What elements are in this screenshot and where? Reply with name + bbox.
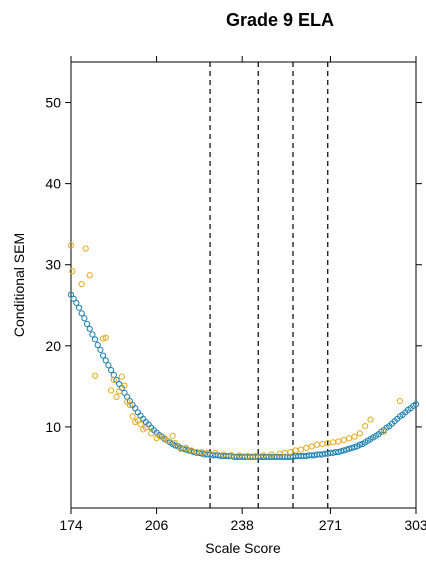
point-orange (142, 424, 149, 431)
point-blue (340, 447, 347, 454)
point-blue (412, 401, 420, 408)
point-blue (91, 336, 99, 343)
point-orange (212, 449, 219, 456)
y-tick-label: 30 (45, 257, 61, 273)
y-axis-title: Conditional SEM (11, 233, 27, 337)
point-orange (204, 449, 211, 456)
point-blue (99, 352, 107, 359)
point-orange (308, 443, 315, 450)
x-tick-label: 238 (230, 517, 254, 533)
point-orange (69, 268, 76, 275)
point-orange (121, 382, 128, 389)
y-tick-label: 10 (45, 419, 61, 435)
series-blue (67, 291, 420, 461)
point-orange (292, 447, 299, 454)
point-orange (367, 416, 374, 423)
point-orange (287, 448, 294, 456)
point-orange (335, 438, 342, 445)
point-orange (329, 439, 337, 446)
x-tick-label: 174 (59, 517, 83, 533)
point-orange (126, 401, 133, 409)
series-orange (67, 242, 404, 460)
point-orange (260, 452, 267, 459)
point-orange (297, 446, 305, 453)
y-tick-label: 50 (45, 95, 61, 111)
point-orange (340, 436, 347, 443)
point-orange (113, 393, 120, 401)
point-blue (83, 320, 91, 328)
y-axis: 10 20 30 40 50 (45, 95, 422, 435)
point-blue (89, 331, 96, 338)
point-orange (82, 245, 89, 252)
point-blue (180, 445, 187, 452)
point-orange (356, 430, 363, 437)
point-orange (303, 444, 310, 452)
chart-title: Grade 9 ELA (226, 10, 334, 30)
point-orange (319, 440, 326, 448)
x-axis: 174 206 238 271 303 (59, 56, 426, 533)
point-orange (156, 432, 163, 439)
x-tick-label: 303 (404, 517, 426, 533)
point-orange (268, 451, 275, 458)
point-blue (356, 441, 363, 448)
point-orange (172, 440, 179, 447)
y-tick-label: 20 (45, 338, 61, 354)
x-tick-label: 206 (145, 517, 169, 533)
point-blue (335, 448, 342, 456)
point-orange (188, 447, 195, 454)
point-orange (236, 452, 243, 459)
point-orange (91, 372, 99, 379)
point-orange (108, 387, 115, 394)
point-orange (346, 435, 353, 442)
point-orange (228, 452, 235, 459)
point-blue (351, 444, 358, 451)
point-orange (118, 373, 125, 380)
point-blue (97, 346, 104, 353)
point-blue (81, 315, 88, 322)
point-blue (102, 357, 109, 364)
point-orange (182, 444, 190, 452)
point-orange (116, 388, 123, 395)
point-orange (110, 376, 117, 383)
point-blue (346, 445, 353, 452)
point-blue (172, 442, 179, 449)
y-tick-label: 40 (45, 176, 61, 192)
point-orange (220, 451, 227, 458)
point-orange (137, 421, 144, 428)
point-blue (73, 299, 80, 306)
cut-score-lines (209, 62, 329, 508)
point-orange (244, 453, 251, 460)
point-blue (86, 325, 93, 332)
point-blue (94, 341, 101, 349)
point-orange (169, 432, 176, 439)
point-orange (102, 334, 109, 341)
point-orange (313, 441, 321, 448)
point-orange (164, 437, 171, 444)
point-orange (362, 423, 369, 430)
point-orange (99, 335, 107, 342)
point-blue (108, 367, 115, 374)
point-orange (252, 453, 259, 460)
point-orange (78, 281, 85, 288)
point-orange (86, 272, 93, 279)
point-blue (105, 362, 112, 369)
point-orange (148, 430, 155, 437)
x-axis-title: Scale Score (205, 540, 281, 556)
point-blue (343, 446, 350, 453)
point-orange (396, 397, 404, 405)
point-blue (78, 310, 85, 317)
point-orange (129, 413, 136, 420)
point-blue (348, 444, 355, 452)
point-orange (351, 433, 358, 440)
x-tick-label: 271 (319, 517, 343, 533)
point-orange (380, 428, 388, 435)
plot-frame (70, 61, 417, 509)
point-blue (75, 304, 83, 311)
point-blue (196, 449, 203, 456)
point-orange (67, 242, 75, 249)
point-blue (338, 448, 345, 455)
